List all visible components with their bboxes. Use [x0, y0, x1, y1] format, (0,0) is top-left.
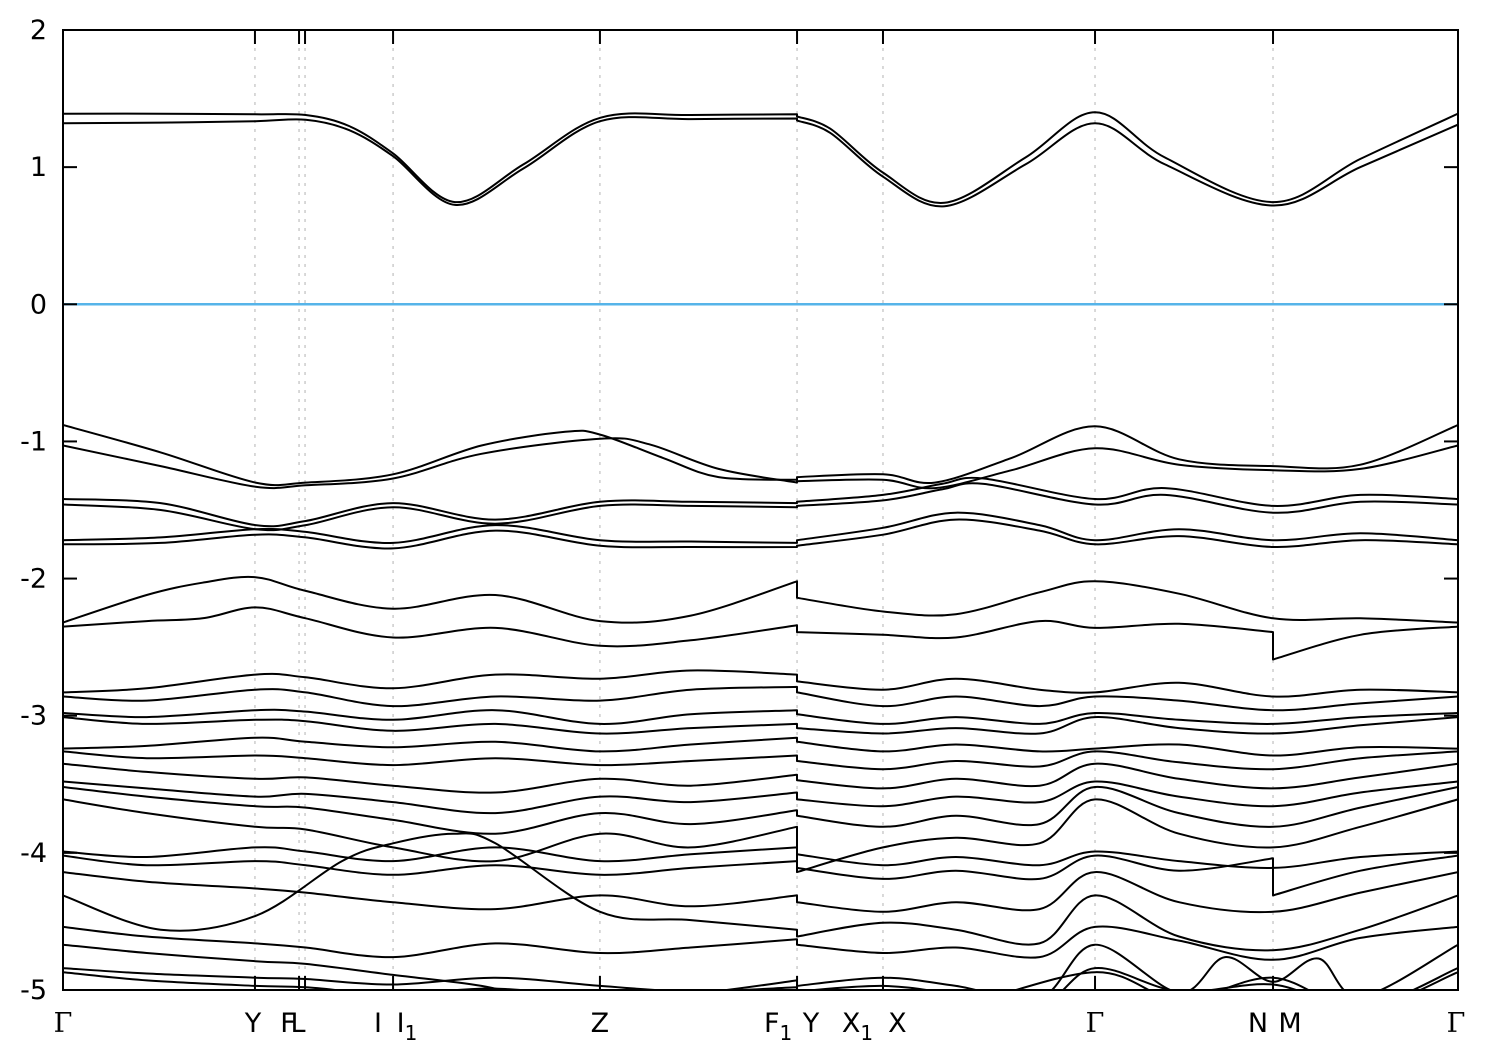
- kpoint-label: L: [291, 1008, 306, 1039]
- y-tick-label: -2: [20, 564, 47, 595]
- kpoint-label: F1: [764, 1008, 792, 1045]
- band-line-valence-10: [63, 685, 1458, 712]
- band-line-valence-12: [63, 716, 1458, 735]
- band-line-valence-22: [63, 832, 1458, 952]
- band-line-valence-1: [63, 424, 1458, 487]
- band-line-valence-11: [63, 708, 1458, 725]
- band-line-valence-14: [63, 750, 1458, 771]
- tick-marks: [63, 30, 1458, 990]
- plot-frame: [62, 29, 1459, 991]
- band-line-valence-26: [63, 971, 1458, 990]
- band-line-valence-5: [63, 511, 1458, 544]
- band-lines: [63, 111, 1458, 990]
- y-tick-label: 1: [30, 152, 47, 183]
- y-tick-label: 0: [30, 289, 47, 320]
- band-line-valence-17: [63, 785, 1458, 835]
- kpoint-label: N: [1248, 1008, 1268, 1039]
- band-line-valence-16: [63, 780, 1458, 815]
- kpoint-label: Y: [244, 1008, 262, 1039]
- kpoint-label: Γ: [1447, 1008, 1466, 1039]
- kpoint-label: Y: [802, 1008, 820, 1039]
- kpoint-label: M: [1278, 1008, 1301, 1039]
- y-axis-labels: 2 1 0 -1 -2 -3 -4 -5: [20, 15, 47, 1006]
- kpoint-label: X: [888, 1008, 907, 1039]
- band-line-valence-6: [63, 518, 1458, 550]
- band-line-valence-3: [63, 476, 1458, 528]
- kpoint-gridlines: [254, 30, 1274, 990]
- band-line-valence-4: [63, 482, 1458, 532]
- y-tick-label: -3: [20, 701, 47, 732]
- y-tick-label: -1: [20, 426, 47, 457]
- band-line-valence-21: [63, 871, 1458, 914]
- kpoint-label: F: [280, 1008, 296, 1039]
- band-line-valence-2: [63, 437, 1458, 490]
- x-axis-labels: Γ Y FL I I1 Z F1 Y X1 X Γ N M Γ: [54, 1008, 1466, 1045]
- y-tick-label: 2: [30, 15, 47, 46]
- kpoint-label: I1: [397, 1008, 418, 1045]
- y-tick-label: -4: [20, 838, 47, 869]
- y-tick-label: -5: [20, 975, 47, 1006]
- band-line-valence-9: [63, 669, 1458, 698]
- kpoint-label: I: [374, 1008, 382, 1039]
- kpoint-label: Γ: [54, 1008, 73, 1039]
- kpoint-label: Z: [591, 1008, 610, 1039]
- band-line-valence-13: [63, 736, 1458, 757]
- band-line-valence-23: [63, 925, 1458, 961]
- kpoint-label: X1: [842, 1008, 873, 1045]
- kpoint-label: Γ: [1086, 1008, 1105, 1039]
- band-line-valence-19: [63, 846, 1458, 869]
- band-line-valence-15: [63, 762, 1458, 794]
- band-line-valence-7: [63, 575, 1458, 624]
- band-line-valence-20: [63, 854, 1458, 897]
- band-line-valence-8: [63, 606, 1458, 661]
- band-line-conduction-2: [63, 116, 1458, 208]
- band-line-conduction-1: [63, 111, 1458, 204]
